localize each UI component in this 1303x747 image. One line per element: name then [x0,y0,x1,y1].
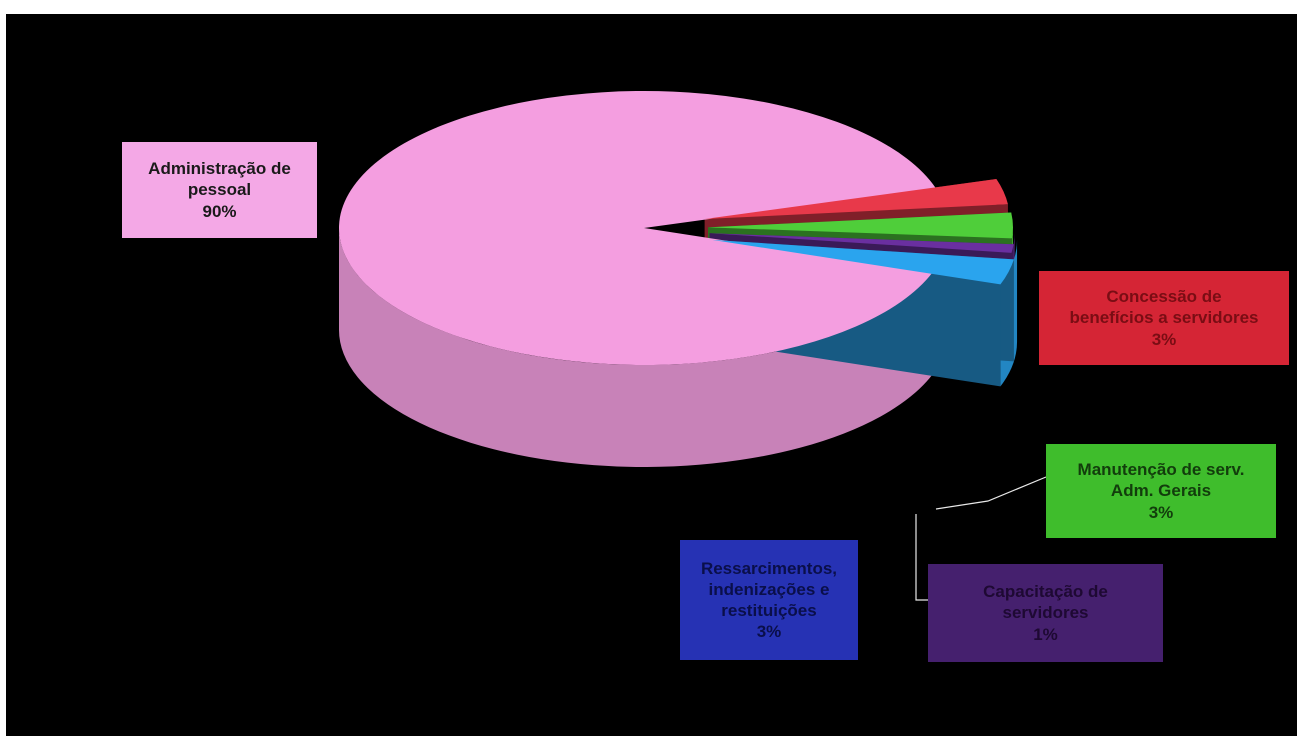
data-label-line: Ressarcimentos, [700,558,838,578]
leader-line-capacitacao [915,514,928,601]
data-label-line: benefícios a servidores [1069,308,1259,328]
pie-slice-concessao-de-beneficios-a-servidores [704,178,1008,220]
leader-line-manutencao [935,476,1047,510]
data-label-line: servidores [1002,603,1089,623]
data-label-value: 90% [202,201,237,221]
data-label-concessao-de-beneficios: Concessão de benefícios a servidores 3% [1039,271,1289,365]
pie-side-administracao-de-pessoal [339,228,933,467]
data-label-line: restituições [721,601,817,620]
data-label-ressarcimentos: Ressarcimentos, indenizações e restituiç… [680,540,858,660]
pie-slice-manutencao-de-serv-adm-gerais [707,212,1013,239]
data-label-line: Adm. Gerais [1110,481,1212,501]
data-label-line: Administração de [148,159,291,179]
pie-chart [339,91,1047,601]
pie-slice-capacitacao-de-servidores [709,233,1014,253]
data-label-value: 3% [1151,329,1177,349]
pie-slice-ressarcimentos-indenizacoes-e-restituicoes [712,239,1014,285]
data-label-line: indenizações e [708,579,830,599]
data-label-value: 1% [1033,624,1058,644]
data-label-line: Manutenção de serv. [1077,460,1245,480]
data-label-manutencao-de-servicos: Manutenção de serv. Adm. Gerais 3% [1046,444,1276,538]
data-label-line: pessoal [187,180,252,200]
data-label-line: Capacitação de [983,582,1108,602]
chart-area: Administração de pessoal 90% Concessão d… [6,14,1297,736]
data-label-line: Concessão de [1106,287,1222,307]
data-label-value: 3% [1148,502,1174,522]
data-label-capacitacao-de-servidores: Capacitação de servidores 1% [928,564,1163,662]
pie-slice-administracao-de-pessoal [339,91,936,365]
data-label-administracao-de-pessoal: Administração de pessoal 90% [122,142,317,238]
data-label-value: 3% [756,622,782,642]
